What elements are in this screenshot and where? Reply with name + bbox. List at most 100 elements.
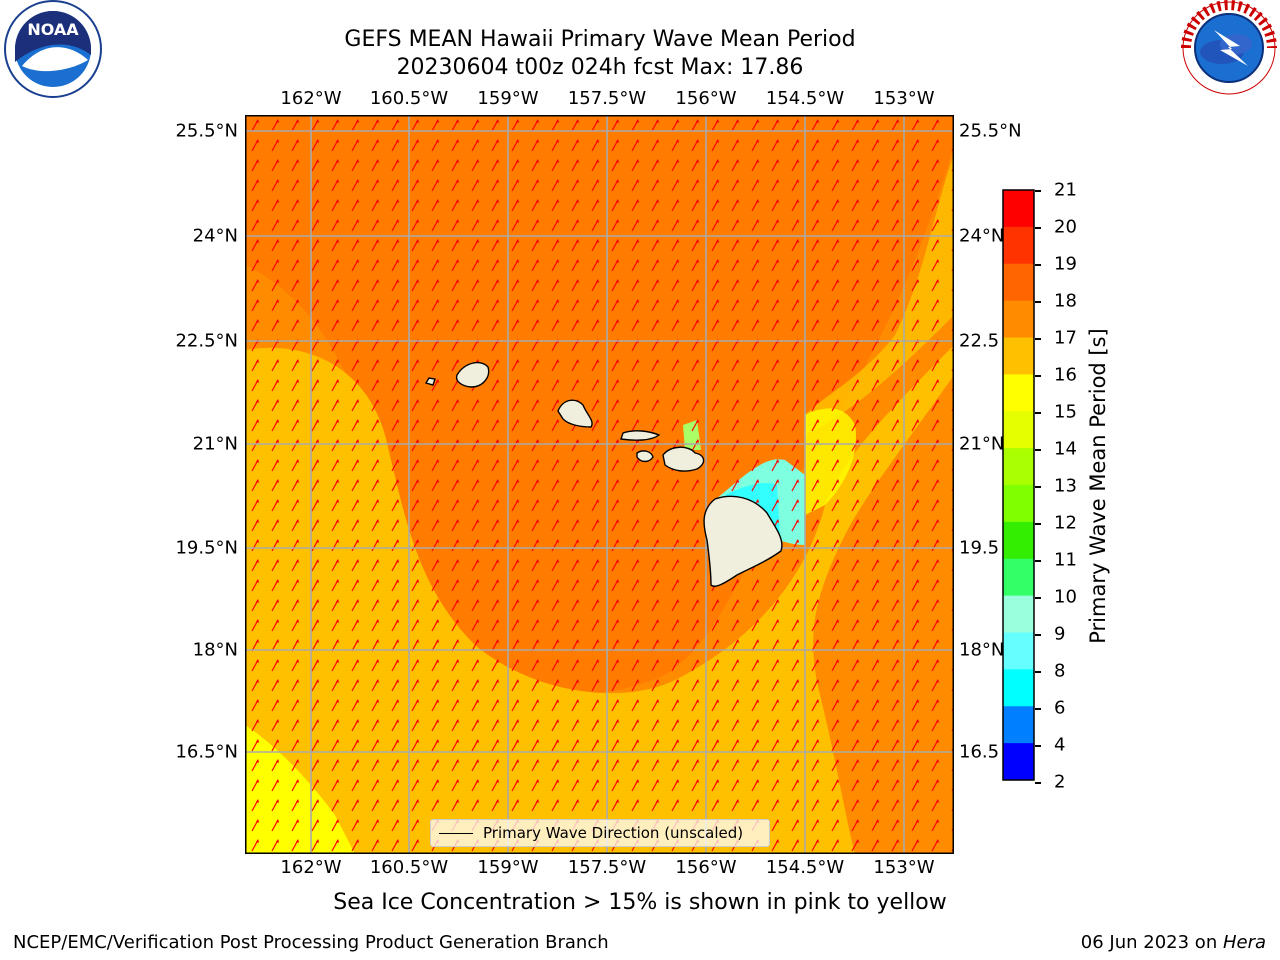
legend-line-swatch: [439, 832, 473, 834]
colorbar-tick-label: 10: [1054, 586, 1077, 608]
lat-label-left: 22.5°N: [175, 330, 238, 352]
lon-label-top: 160.5°W: [369, 88, 449, 109]
colorbar-segment: [1003, 706, 1034, 744]
colorbar-segment: [1003, 743, 1034, 781]
lon-label-top: 159°W: [477, 88, 539, 109]
colorbar-segment: [1003, 595, 1034, 633]
lon-label-top: 162°W: [280, 88, 342, 109]
nws-logo: [1181, 0, 1277, 95]
colorbar-tick-mark: [1035, 523, 1041, 525]
lat-label-right: 18°N: [959, 639, 1005, 661]
colorbar-segment: [1003, 448, 1034, 486]
sea-ice-caption: Sea Ice Concentration > 15% is shown in …: [333, 890, 947, 915]
lat-label-left: 25.5°N: [175, 120, 238, 142]
island-hawaii: [703, 495, 783, 587]
colorbar-tick-mark: [1035, 375, 1041, 377]
colorbar-tick-label: 11: [1054, 549, 1077, 571]
colorbar-tick-label: 12: [1054, 512, 1077, 534]
lat-label-right: 21°N: [959, 433, 1005, 455]
colorbar-tick-mark: [1035, 338, 1041, 340]
chart-subtitle: 20230604 t00z 024h fcst Max: 17.86: [396, 55, 804, 80]
colorbar-tick-label: 21: [1054, 179, 1077, 201]
lat-label-right: 25.5°N: [959, 120, 1022, 142]
colorbar-tick-label: 13: [1054, 475, 1077, 497]
colorbar-segment: [1003, 632, 1034, 670]
hawaiian-islands: [424, 361, 783, 587]
lat-label-left: 19.5°N: [175, 537, 238, 559]
footer-machine: Hera: [1222, 932, 1266, 953]
island-maui: [662, 446, 705, 472]
colorbar-tick-mark: [1035, 560, 1041, 562]
lon-label-top: 154.5°W: [765, 88, 845, 109]
footer-date: 06 Jun 2023 on: [1080, 932, 1223, 953]
lon-label-bottom: 154.5°W: [765, 857, 845, 878]
colorbar-segment: [1003, 263, 1034, 302]
lon-label-top: 153°W: [873, 88, 935, 109]
colorbar-tick-mark: [1035, 782, 1041, 784]
map-frame: [245, 115, 954, 854]
colorbar-segment: [1003, 485, 1034, 523]
island-lanai: [636, 450, 654, 463]
colorbar-tick-mark: [1035, 634, 1041, 636]
lat-label-right: 24°N: [959, 225, 1005, 247]
colorbar-tick-mark: [1035, 671, 1041, 673]
lon-label-bottom: 160.5°W: [369, 857, 449, 878]
colorbar-tick-mark: [1035, 412, 1041, 414]
colorbar-segment: [1003, 669, 1034, 707]
footer-right: 06 Jun 2023 on Hera: [1081, 932, 1266, 953]
colorbar-tick-mark: [1035, 449, 1041, 451]
colorbar-tick-mark: [1035, 708, 1041, 710]
lon-label-bottom: 162°W: [280, 857, 342, 878]
colorbar-tick-label: 19: [1054, 253, 1077, 275]
colorbar-tick-mark: [1035, 597, 1041, 599]
lat-label-left: 18°N: [192, 639, 238, 661]
island-molokai: [620, 430, 661, 441]
colorbar-segment: [1003, 300, 1034, 338]
island-oahu: [557, 399, 593, 428]
colorbar-segment: [1003, 226, 1034, 265]
lon-label-bottom: 157.5°W: [567, 857, 647, 878]
colorbar-tick-label: 9: [1054, 623, 1066, 645]
noaa-logo: NOAA: [4, 0, 102, 98]
lon-label-top: 157.5°W: [567, 88, 647, 109]
colorbar-tick-mark: [1035, 190, 1041, 192]
lat-label-left: 16.5°N: [175, 741, 238, 763]
lon-label-top: 156°W: [675, 88, 737, 109]
lat-label-right: 19.5: [959, 537, 1000, 559]
legend-label: Primary Wave Direction (unscaled): [483, 824, 744, 842]
lon-label-bottom: 159°W: [477, 857, 539, 878]
colorbar-tick-mark: [1035, 745, 1041, 747]
noaa-logo-text: NOAA: [27, 20, 79, 39]
wave-direction-arrows: [245, 115, 954, 854]
colorbar-tick-label: 18: [1054, 290, 1077, 312]
lat-label-right: 16.5: [959, 741, 1000, 763]
colorbar-segment: [1003, 558, 1034, 597]
wave-period-map: [245, 115, 954, 854]
colorbar-tick-label: 14: [1054, 438, 1077, 460]
colorbar-label: Primary Wave Mean Period [s]: [1086, 328, 1110, 644]
colorbar-tick-label: 8: [1054, 660, 1066, 682]
map-gridlines: [245, 115, 954, 854]
colorbar-tick-mark: [1035, 486, 1041, 488]
colorbar-tick-mark: [1035, 227, 1041, 229]
colorbar-segment: [1003, 190, 1034, 228]
colorbar-segment: [1003, 411, 1034, 449]
colorbar-tick-label: 4: [1054, 734, 1066, 756]
chart-title: GEFS MEAN Hawaii Primary Wave Mean Perio…: [344, 27, 856, 52]
colorbar-segment: [1003, 337, 1034, 375]
colorbar-tick-label: 15: [1054, 401, 1077, 423]
colorbar-tick-label: 2: [1054, 771, 1066, 793]
colorbar-tick-mark: [1035, 301, 1041, 303]
map-legend: Primary Wave Direction (unscaled): [430, 819, 770, 847]
colorbar-tick-label: 17: [1054, 327, 1077, 349]
lon-label-bottom: 156°W: [675, 857, 737, 878]
colorbar: [1002, 189, 1035, 781]
island-kauai: [455, 361, 490, 388]
colorbar-segment: [1003, 374, 1034, 412]
colorbar-tick-mark: [1035, 264, 1041, 266]
colorbar-tick-label: 16: [1054, 364, 1077, 386]
island-niihau: [424, 377, 436, 386]
lat-label-left: 21°N: [192, 433, 238, 455]
lat-label-left: 24°N: [192, 225, 238, 247]
colorbar-segment: [1003, 521, 1034, 560]
